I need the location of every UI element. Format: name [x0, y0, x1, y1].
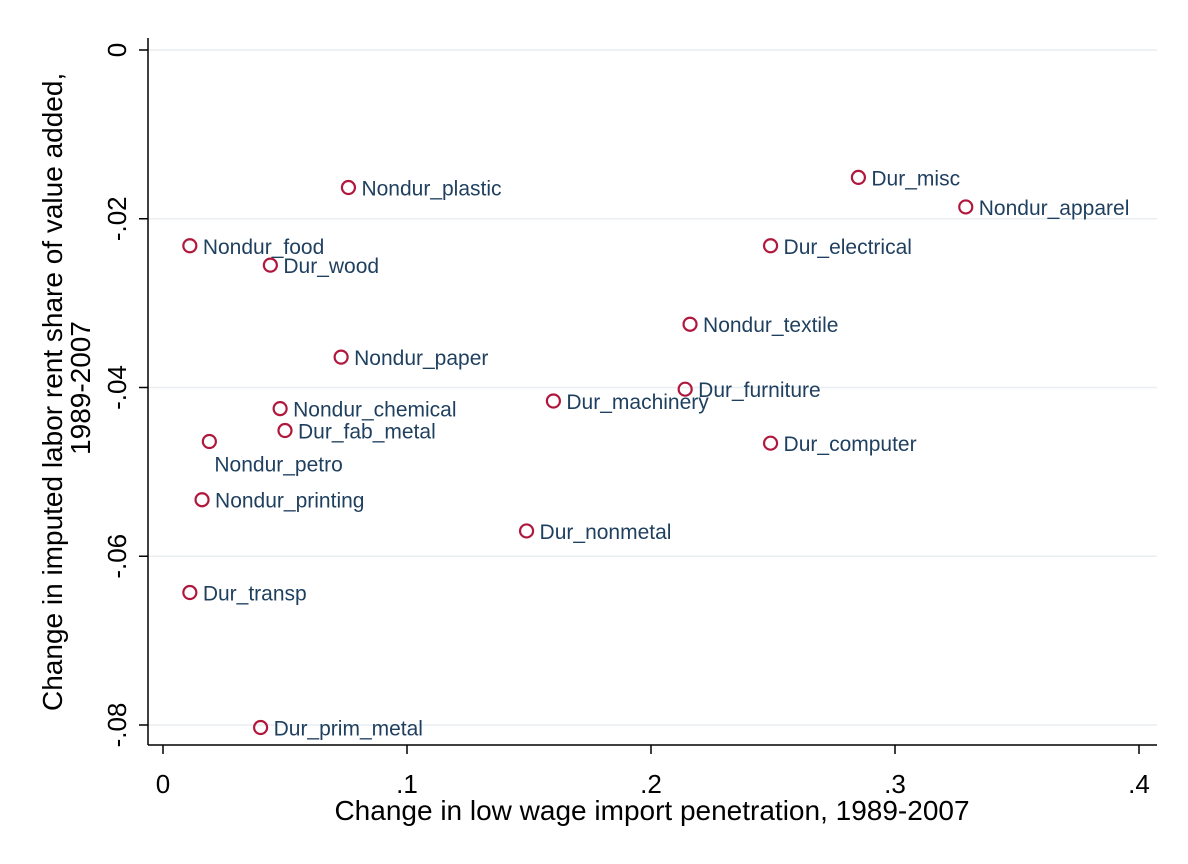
data-point-marker — [762, 435, 779, 451]
data-point-marker — [272, 400, 288, 417]
data-point-label: Nondur_food — [203, 236, 324, 259]
data-point-marker — [545, 393, 562, 409]
data-point-marker — [762, 238, 779, 254]
data-point-marker — [682, 316, 698, 332]
data-point-label: Dur_wood — [283, 255, 379, 278]
data-point-marker — [850, 169, 867, 186]
data-point-marker — [333, 349, 349, 365]
data-point-label: Dur_computer — [784, 433, 917, 456]
x-axis-ticks: 0 .1 .2 .3 .4 — [156, 745, 1150, 799]
y-tick-label: -.08 — [102, 703, 132, 748]
data-point-marker — [958, 199, 974, 215]
data-point-marker — [182, 584, 198, 601]
x-tick-label: .3 — [884, 769, 906, 799]
data-point-label: Nondur_chemical — [293, 399, 456, 422]
data-point-marker — [262, 257, 278, 273]
x-tick-label: 0 — [156, 769, 170, 799]
y-axis-ticks: 0 -.02 -.04 -.06 -.08 — [102, 43, 148, 748]
data-point-marker — [182, 238, 198, 254]
grid-lines — [148, 49, 1157, 726]
data-point-label: Dur_furniture — [698, 379, 821, 402]
x-tick-label: .1 — [396, 769, 418, 799]
data-point-label: Dur_misc — [871, 167, 960, 190]
data-point-label: Nondur_printing — [215, 490, 364, 513]
data-point-label: Dur_transp — [203, 583, 307, 606]
data-point-marker — [201, 433, 217, 450]
data-point-label: Nondur_paper — [354, 347, 488, 370]
y-axis-title: Change in imputed labor rent share of va… — [37, 65, 96, 711]
axes — [147, 38, 1157, 746]
data-point-label: Nondur_petro — [214, 454, 342, 477]
data-point-label: Dur_nonmetal — [540, 521, 672, 544]
data-point-label: Dur_machinery — [566, 391, 709, 414]
data-point-marker — [253, 719, 269, 736]
y-axis-title-line-1: Change in imputed labor rent share of va… — [37, 73, 68, 711]
y-tick-label: -.02 — [102, 196, 132, 241]
data-point-label: Dur_fab_metal — [298, 421, 436, 444]
data-point-label: Nondur_textile — [703, 314, 838, 337]
data-point-marker — [194, 492, 210, 508]
data-point-marker — [340, 179, 357, 196]
data-point-label: Nondur_apparel — [979, 197, 1130, 220]
data-point-label: Nondur_plastic — [361, 178, 501, 201]
x-axis-title: Change in low wage import penetration, 1… — [334, 795, 969, 826]
data-point-marker — [677, 381, 693, 397]
y-axis-title-line-2: 1989-2007 — [65, 321, 96, 455]
data-point-marker — [277, 422, 293, 439]
data-point-marker — [518, 523, 535, 539]
x-tick-label: .2 — [640, 769, 662, 799]
data-point-label: Dur_prim_metal — [274, 718, 423, 741]
y-tick-label: -.04 — [102, 365, 132, 410]
y-tick-label: -.06 — [102, 534, 132, 579]
x-tick-label: .4 — [1128, 769, 1150, 799]
data-points: Nondur_plastic Dur_misc Nondur_apparel Nond… — [182, 167, 1130, 741]
data-point-label: Dur_electrical — [784, 236, 912, 259]
y-tick-label: 0 — [102, 43, 132, 57]
